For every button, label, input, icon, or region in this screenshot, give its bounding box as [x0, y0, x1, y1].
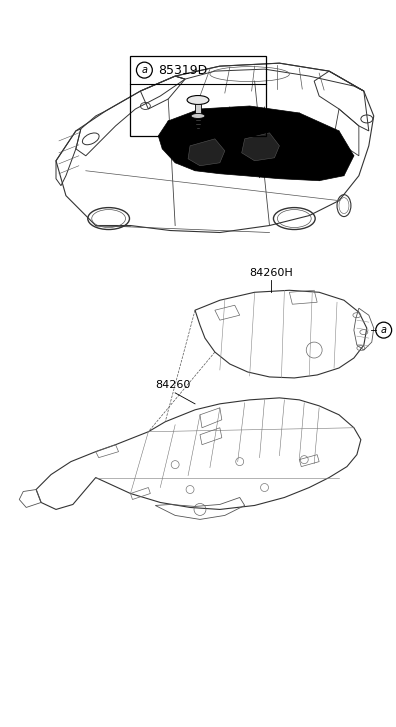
Text: 85319D: 85319D — [158, 64, 208, 76]
Text: a: a — [381, 325, 386, 335]
Polygon shape — [242, 133, 280, 161]
Polygon shape — [188, 139, 225, 166]
Circle shape — [376, 322, 392, 338]
Text: a: a — [141, 65, 147, 75]
Ellipse shape — [187, 95, 209, 105]
Text: 84260: 84260 — [155, 380, 191, 390]
Text: 84260H: 84260H — [249, 268, 293, 278]
Circle shape — [137, 62, 152, 78]
Bar — [195, 104, 201, 116]
Polygon shape — [158, 106, 354, 181]
Bar — [130, 56, 266, 136]
Ellipse shape — [191, 113, 205, 119]
